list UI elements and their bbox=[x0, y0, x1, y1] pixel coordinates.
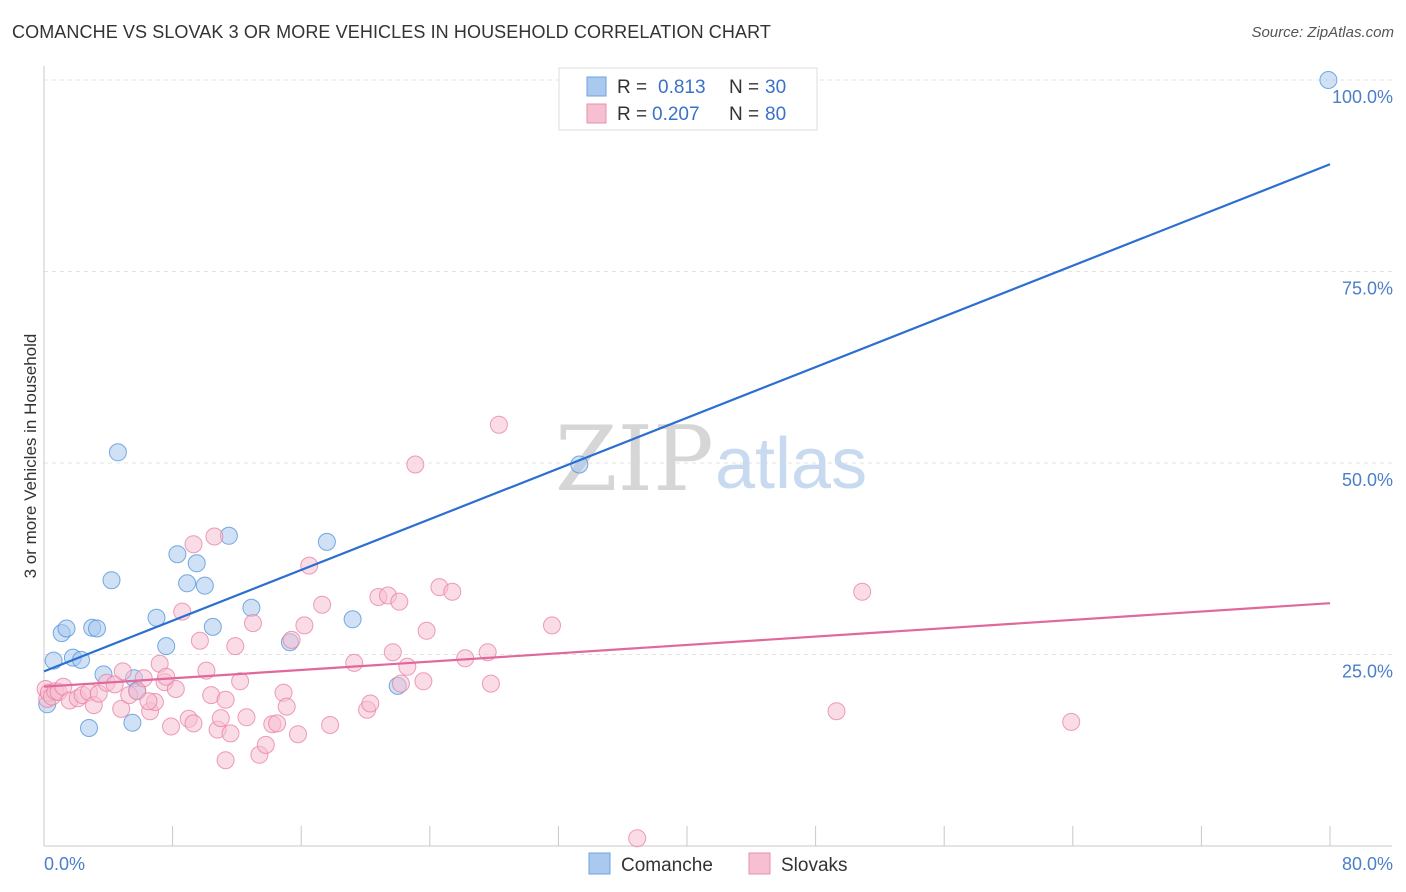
point-slovaks-59 bbox=[398, 657, 417, 676]
y-tick-label-0: 100.0% bbox=[1332, 87, 1393, 107]
point-comanche-21 bbox=[203, 617, 222, 636]
x-tick-label-min: 0.0% bbox=[44, 854, 85, 874]
point-comanche-18 bbox=[178, 574, 197, 593]
trend-line-slovaks bbox=[43, 602, 1331, 688]
point-slovaks-62 bbox=[417, 621, 436, 640]
point-slovaks-42 bbox=[268, 714, 287, 733]
point-slovaks-51 bbox=[345, 653, 364, 672]
watermark-atlas: atlas bbox=[715, 424, 867, 504]
point-slovaks-73 bbox=[216, 751, 235, 770]
point-slovaks-74 bbox=[113, 662, 132, 681]
point-slovaks-79 bbox=[157, 667, 176, 686]
point-slovaks-77 bbox=[853, 582, 872, 601]
legend-r-label-slovaks: R = bbox=[617, 104, 647, 125]
point-slovaks-57 bbox=[390, 592, 409, 611]
bottom-legend: Comanche Slovaks bbox=[588, 852, 848, 876]
legend-r-value-slovaks: 0.207 bbox=[652, 104, 700, 125]
point-slovaks-46 bbox=[289, 725, 307, 744]
point-comanche-29 bbox=[1319, 71, 1338, 89]
axes bbox=[43, 66, 1392, 847]
point-slovaks-18 bbox=[134, 669, 153, 688]
bottom-legend-label-comanche: Comanche bbox=[621, 855, 713, 876]
point-slovaks-72 bbox=[205, 527, 224, 546]
point-slovaks-71 bbox=[184, 535, 203, 554]
point-comanche-10 bbox=[102, 571, 121, 590]
point-comanche-11 bbox=[108, 443, 127, 462]
bottom-legend-swatch-comanche bbox=[588, 852, 611, 875]
point-comanche-8 bbox=[88, 619, 106, 638]
point-comanche-16 bbox=[157, 637, 176, 656]
point-slovaks-27 bbox=[184, 714, 203, 733]
point-comanche-17 bbox=[168, 545, 187, 564]
point-slovaks-36 bbox=[231, 672, 250, 691]
point-slovaks-53 bbox=[361, 694, 380, 713]
legend-swatch-comanche bbox=[586, 76, 607, 97]
point-comanche-26 bbox=[343, 610, 362, 629]
y-tick-label-3: 25.0% bbox=[1342, 662, 1393, 682]
series-slovaks bbox=[36, 415, 1081, 848]
point-slovaks-61 bbox=[414, 672, 433, 691]
trend-lines bbox=[43, 163, 1331, 688]
gridlines bbox=[44, 79, 1392, 655]
bottom-legend-label-slovaks: Slovaks bbox=[781, 855, 848, 876]
legend-r-label-comanche: R = bbox=[617, 77, 647, 98]
legend-n-label-slovaks: N = bbox=[729, 104, 759, 125]
legend-swatch-slovaks bbox=[586, 103, 607, 124]
watermark: ZIP atlas bbox=[555, 407, 867, 512]
point-slovaks-67 bbox=[481, 674, 500, 693]
point-slovaks-33 bbox=[216, 690, 235, 709]
point-slovaks-24 bbox=[166, 680, 185, 698]
point-slovaks-66 bbox=[478, 643, 497, 662]
point-slovaks-68 bbox=[489, 415, 508, 434]
legend-n-value-comanche: 30 bbox=[765, 77, 786, 98]
data-points bbox=[36, 71, 1338, 848]
y-tick-label-2: 50.0% bbox=[1342, 470, 1393, 490]
point-comanche-3 bbox=[57, 619, 76, 638]
bottom-legend-swatch-slovaks bbox=[748, 852, 771, 875]
point-slovaks-58 bbox=[391, 674, 410, 693]
point-slovaks-35 bbox=[226, 637, 245, 656]
legend: R = 0.813 N = 30 R = 0.207 N = 80 bbox=[558, 67, 818, 131]
point-slovaks-69 bbox=[543, 616, 561, 635]
point-comanche-19 bbox=[187, 554, 206, 573]
legend-n-label-comanche: N = bbox=[729, 77, 759, 98]
y-tick-label-1: 75.0% bbox=[1342, 279, 1393, 299]
point-slovaks-15 bbox=[112, 699, 131, 718]
point-slovaks-56 bbox=[383, 643, 402, 662]
point-slovaks-14 bbox=[105, 675, 124, 694]
point-slovaks-37 bbox=[237, 708, 256, 727]
point-comanche-20 bbox=[195, 576, 214, 595]
point-slovaks-78 bbox=[1062, 712, 1081, 731]
point-slovaks-45 bbox=[282, 630, 301, 649]
point-slovaks-23 bbox=[162, 717, 180, 736]
y-axis-title: 3 or more Vehicles in Household bbox=[21, 334, 40, 579]
point-slovaks-49 bbox=[313, 595, 332, 614]
trend-line-comanche bbox=[43, 163, 1331, 673]
source-credit: Source: ZipAtlas.com bbox=[1251, 24, 1394, 41]
point-slovaks-44 bbox=[277, 697, 296, 716]
point-slovaks-34 bbox=[221, 724, 240, 743]
point-slovaks-60 bbox=[406, 455, 425, 474]
point-slovaks-70 bbox=[628, 829, 647, 848]
point-comanche-23 bbox=[242, 598, 261, 617]
legend-r-value-comanche: 0.813 bbox=[658, 77, 706, 98]
point-comanche-12 bbox=[123, 713, 142, 732]
tick-labels: 100.0% 75.0% 50.0% 25.0% 0.0% 80.0% bbox=[44, 87, 1393, 874]
series-comanche bbox=[38, 71, 1338, 737]
point-slovaks-75 bbox=[139, 692, 158, 711]
point-slovaks-32 bbox=[211, 709, 230, 728]
point-slovaks-50 bbox=[321, 716, 340, 734]
point-slovaks-64 bbox=[443, 582, 462, 601]
point-slovaks-47 bbox=[295, 616, 314, 635]
point-comanche-6 bbox=[80, 719, 98, 737]
point-slovaks-28 bbox=[190, 631, 209, 650]
chart-title: COMANCHE VS SLOVAK 3 OR MORE VEHICLES IN… bbox=[12, 22, 771, 42]
legend-n-value-slovaks: 80 bbox=[765, 104, 786, 125]
point-slovaks-38 bbox=[244, 614, 262, 633]
x-tick-label-max: 80.0% bbox=[1342, 854, 1393, 874]
point-slovaks-40 bbox=[256, 735, 275, 754]
point-comanche-25 bbox=[317, 532, 336, 551]
point-slovaks-76 bbox=[827, 702, 846, 721]
